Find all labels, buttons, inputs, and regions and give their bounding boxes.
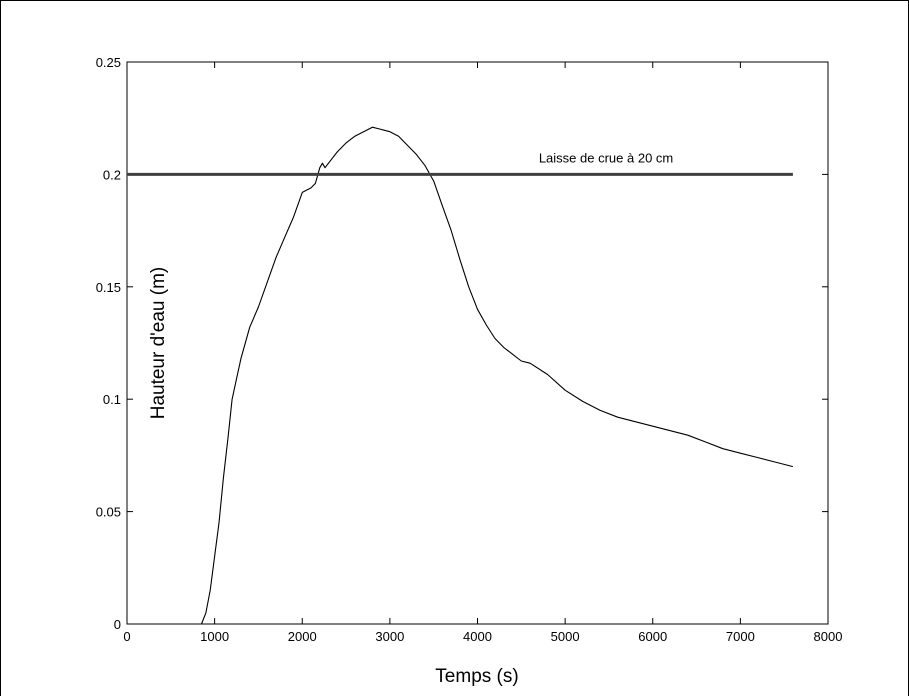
x-tick-label: 1000: [200, 629, 229, 644]
x-tick-label: 4000: [463, 629, 492, 644]
x-axis-title: Temps (s): [435, 666, 518, 687]
y-axis-title: Hauteur d'eau (m): [148, 267, 169, 420]
axis-ticks: 0 1000 2000 3000 4000 5000 6000 7000 8000 0 0.05 0.…: [96, 55, 843, 644]
x-tick-label: 2000: [288, 629, 317, 644]
y-tick-label: 0.15: [96, 280, 121, 295]
plot-area: [126, 61, 829, 625]
series-group: [127, 126, 794, 625]
x-tick-label: 5000: [551, 629, 580, 644]
annotation-label: Laisse de crue à 20 cm: [539, 150, 673, 165]
y-tick-label: 0.1: [103, 392, 121, 407]
x-tick-label: 6000: [638, 629, 667, 644]
y-tick-label: 0: [114, 617, 121, 632]
water-height-line: [200, 126, 794, 625]
y-tick-label: 0.25: [96, 55, 121, 70]
x-tick-label: 8000: [814, 629, 843, 644]
x-tick-label: 0: [123, 629, 130, 644]
y-tick-label: 0.2: [103, 167, 121, 182]
y-tick-label: 0.05: [96, 505, 121, 520]
annotations: Laisse de crue à 20 cm: [539, 150, 673, 165]
x-tick-label: 7000: [726, 629, 755, 644]
x-tick-label: 3000: [375, 629, 404, 644]
